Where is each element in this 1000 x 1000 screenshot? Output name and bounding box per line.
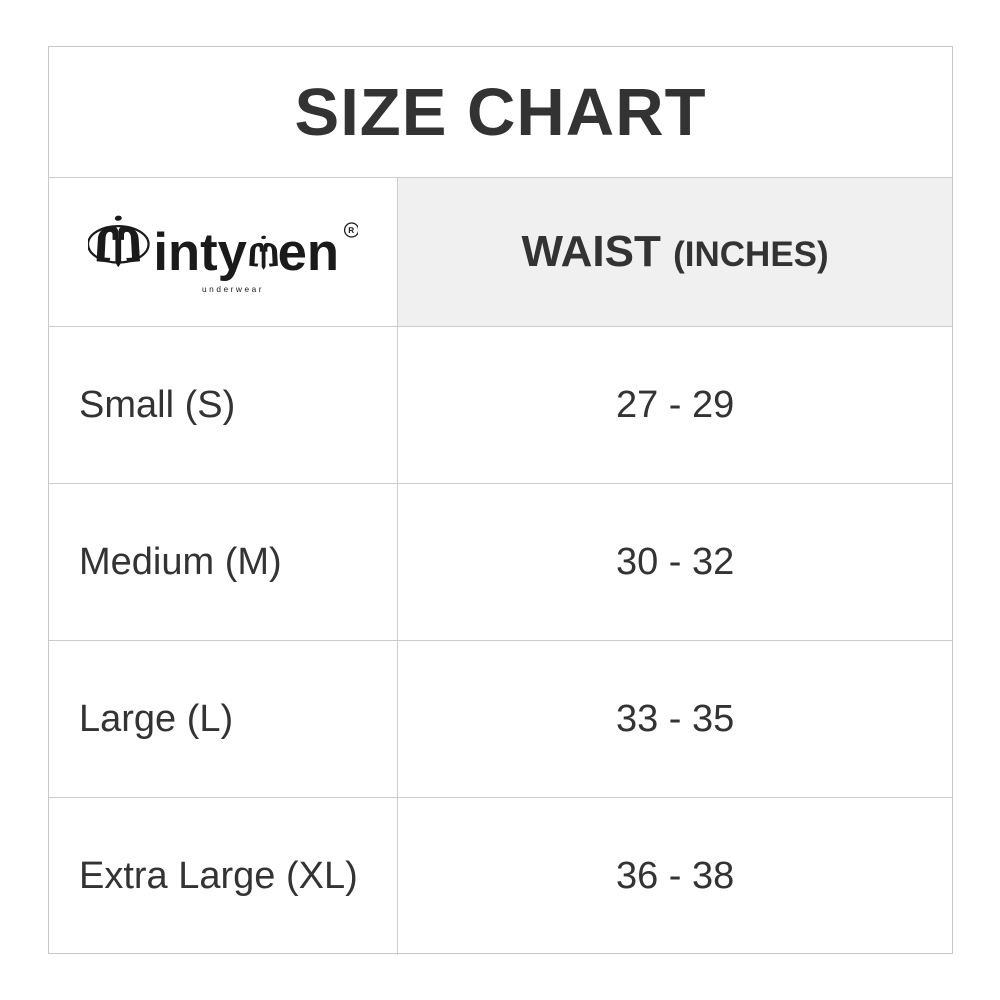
svg-text:en: en [278, 223, 339, 282]
svg-text:underwear: underwear [202, 285, 264, 294]
svg-text:inty: inty [153, 223, 246, 282]
svg-text:R: R [348, 225, 354, 235]
